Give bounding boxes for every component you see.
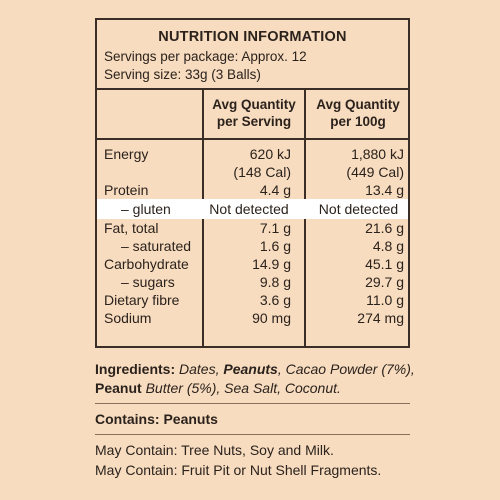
ingredients-peanuts: Peanuts <box>223 361 278 377</box>
servings-per-package: Servings per package: Approx. 12 <box>104 49 307 64</box>
table-row: – sugars 9.8 g 29.7 g <box>97 273 408 292</box>
per-100g-value: 45.1 g <box>365 256 404 272</box>
per-serving-value: 3.6 g <box>259 292 291 308</box>
per-100g-value: 11.0 g <box>366 292 404 308</box>
row-label: – sugars <box>121 274 175 290</box>
col2-header-line2: per 100g <box>330 114 386 129</box>
per-100g-value: 274 mg <box>357 310 404 326</box>
ingredients-part2: , Cacao Powder (7%), <box>277 361 415 377</box>
col1-header: Avg Quantity per Serving <box>204 96 304 130</box>
contains-text: Contains: Peanuts <box>95 411 218 427</box>
per-serving-value: 620 kJ <box>249 146 291 162</box>
ingredients-part3: Butter (5%), Sea Salt, Coconut. <box>141 380 341 396</box>
per-serving-value: (148 Cal) <box>233 164 291 180</box>
per-100g-value: 1,880 kJ <box>351 146 404 162</box>
per-serving-value: 1.6 g <box>259 238 291 254</box>
table-row: Protein 4.4 g 13.4 g <box>97 181 408 200</box>
row-label: Fat, total <box>104 220 159 236</box>
may-contain-1: May Contain: Tree Nuts, Soy and Milk. <box>95 442 334 458</box>
table-row: Energy 620 kJ 1,880 kJ <box>97 145 408 164</box>
row-label: Protein <box>104 182 149 198</box>
ingredients-part1: Dates, <box>179 361 224 377</box>
row-label: Sodium <box>104 310 152 326</box>
col1-header-line1: Avg Quantity <box>212 97 296 112</box>
per-100g-value: 13.4 g <box>365 182 404 198</box>
gluten-row-band <box>97 199 408 219</box>
ingredients-text: Ingredients: Dates, Peanuts, Cacao Powde… <box>95 360 415 398</box>
row-label: Carbohydrate <box>104 256 189 272</box>
header-divider <box>97 88 408 90</box>
divider-1 <box>95 403 410 404</box>
row-label: – saturated <box>121 238 192 254</box>
table-row: Carbohydrate 14.9 g 45.1 g <box>97 255 408 274</box>
serving-size: Serving size: 33g (3 Balls) <box>104 67 261 82</box>
may-contain-2: May Contain: Fruit Pit or Nut Shell Frag… <box>95 462 382 478</box>
row-label: Dietary fibre <box>104 292 180 308</box>
col2-header: Avg Quantity per 100g <box>306 96 410 130</box>
table-row: – gluten Not detected Not detected <box>97 200 408 219</box>
nutrition-title: NUTRITION INFORMATION <box>158 29 347 45</box>
col1-header-line2: per Serving <box>216 114 292 129</box>
per-100g-value: 29.7 g <box>365 274 404 290</box>
per-serving-value: 90 mg <box>252 310 291 326</box>
row-label: – gluten <box>121 201 171 217</box>
per-serving-value: Not detected <box>209 201 289 217</box>
per-100g-value: 21.6 g <box>365 220 404 236</box>
per-serving-value: 7.1 g <box>259 220 291 236</box>
table-top-divider <box>97 138 408 140</box>
ingredients-label: Ingredients: <box>95 361 176 377</box>
col2-header-line1: Avg Quantity <box>316 97 400 112</box>
contains-line: Contains: Peanuts <box>95 411 218 427</box>
per-serving-value: 4.4 g <box>259 182 291 198</box>
table-row: Dietary fibre 3.6 g 11.0 g <box>97 291 408 310</box>
nutrition-panel: NUTRITION INFORMATION Servings per packa… <box>95 18 410 348</box>
table-row: Fat, total 7.1 g 21.6 g <box>97 219 408 238</box>
per-serving-value: 14.9 g <box>252 256 291 272</box>
ingredients-peanut: Peanut <box>95 380 142 396</box>
table-row: – saturated 1.6 g 4.8 g <box>97 237 408 256</box>
per-serving-value: 9.8 g <box>259 274 291 290</box>
per-100g-value: Not detected <box>318 201 399 217</box>
table-row: Sodium 90 mg 274 mg <box>97 309 408 328</box>
table-row: (148 Cal) (449 Cal) <box>97 163 408 182</box>
divider-2 <box>95 434 410 435</box>
per-100g-value: (449 Cal) <box>346 164 404 180</box>
row-label: Energy <box>104 146 149 162</box>
per-100g-value: 4.8 g <box>372 238 404 254</box>
